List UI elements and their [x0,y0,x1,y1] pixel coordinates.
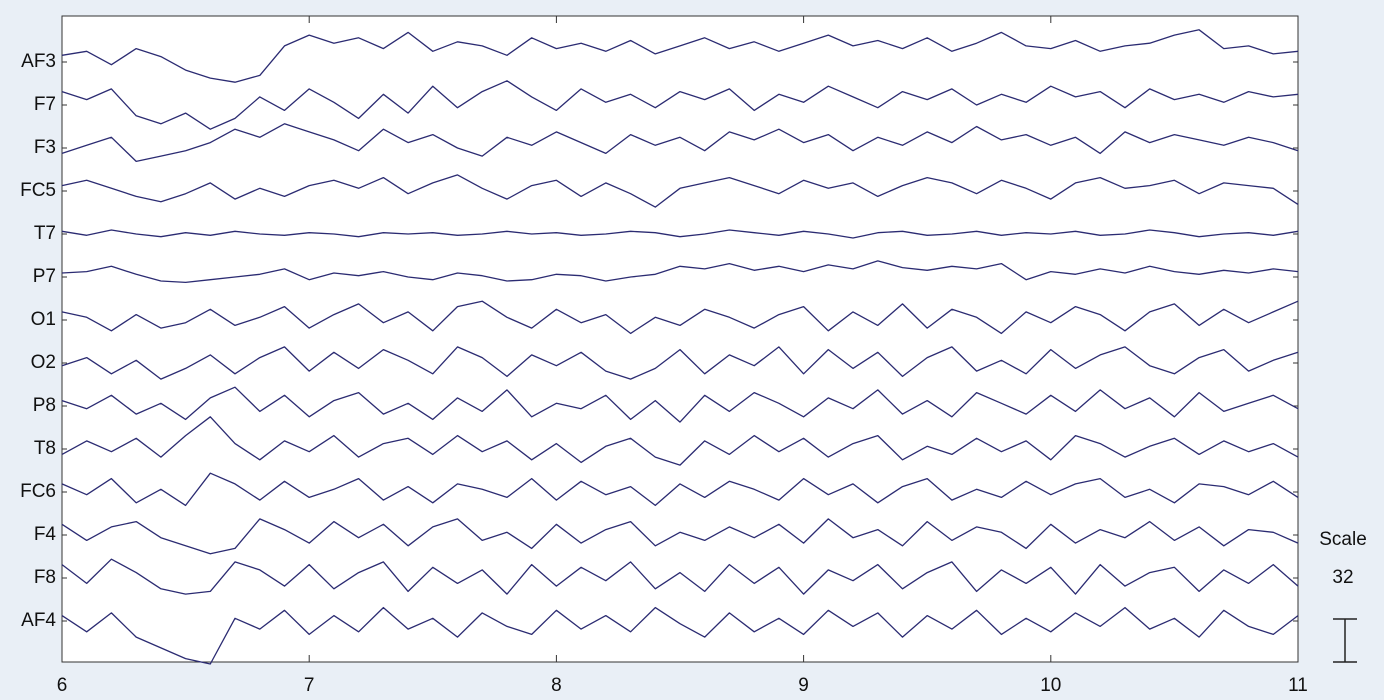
eeg-trace [61,260,1299,284]
channel-label: FC5 [20,180,56,201]
x-tick-label: 11 [1288,675,1308,696]
x-tick-label: 7 [304,675,315,696]
x-tick-label: 6 [57,675,68,696]
x-tick-label: 10 [1040,675,1061,696]
channel-label: O1 [31,309,56,330]
scale-label: Scale [1319,529,1367,550]
eeg-trace [61,174,1299,208]
eeg-trace [61,416,1299,466]
channel-label: FC6 [20,481,56,502]
channel-label: AF3 [21,51,56,72]
eeg-trace [61,300,1299,335]
channel-label: AF4 [21,610,56,631]
channel-label: F7 [34,94,56,115]
channel-label: P7 [33,266,56,287]
x-tick-label: 8 [551,675,562,696]
channel-label: T8 [34,438,56,459]
eeg-trace [61,518,1299,555]
x-tick-label: 9 [798,675,809,696]
channel-label: F3 [34,137,56,158]
scale-value: 32 [1332,567,1353,588]
channel-label: O2 [31,352,56,373]
channel-label: T7 [34,223,56,244]
eeg-trace [61,472,1299,507]
eeg-trace [61,558,1299,595]
channel-label: P8 [33,395,56,416]
eeg-trace [61,123,1299,163]
eeg-trace [61,386,1299,423]
eeg-trace [61,80,1299,130]
channel-label: F4 [34,524,57,545]
eeg-trace [61,606,1299,665]
plot-area [61,15,1299,663]
eeg-trace [61,229,1299,239]
eeg-trace [61,346,1299,380]
channel-label: F8 [34,567,56,588]
eeg-trace [61,29,1299,83]
